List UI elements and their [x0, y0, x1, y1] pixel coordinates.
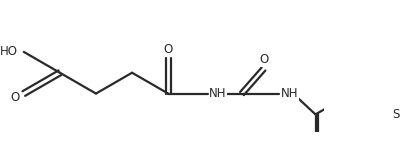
Text: S: S	[392, 108, 399, 121]
Text: HO: HO	[0, 45, 18, 58]
Text: O: O	[11, 91, 20, 104]
Text: NH: NH	[281, 87, 298, 100]
Text: O: O	[164, 43, 173, 56]
Text: NH: NH	[209, 87, 227, 100]
Text: O: O	[259, 53, 268, 66]
